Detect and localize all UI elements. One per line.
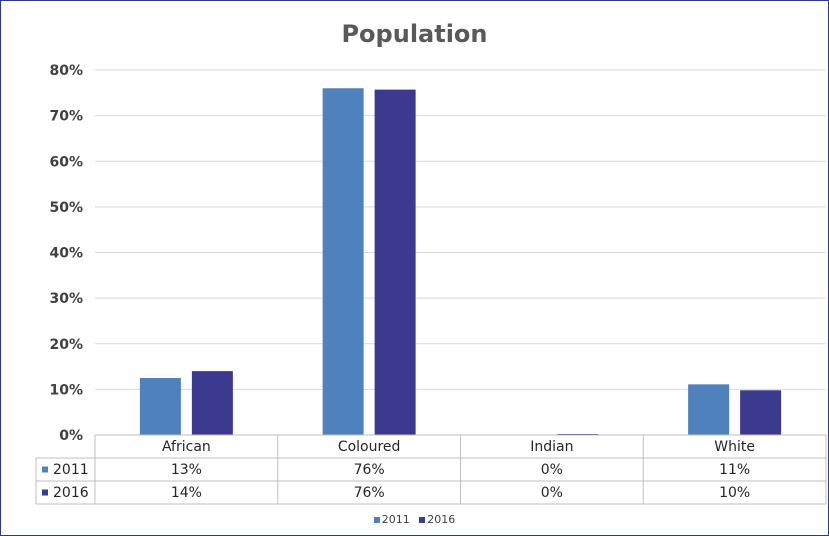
y-tick-label: 70%: [49, 109, 83, 125]
legend-label-2011: 2011: [381, 513, 410, 526]
y-tick-label: 0%: [59, 428, 83, 444]
bar-2016-african: [191, 371, 233, 435]
y-tick-label: 20%: [49, 337, 83, 353]
bar-2011-white: [688, 384, 730, 435]
table-legend-key-2011: [42, 466, 48, 473]
table-row-label-2016: 2016: [53, 485, 89, 501]
category-label-indian: Indian: [530, 439, 573, 455]
legend-swatch-2016: [419, 517, 426, 523]
legend-swatch-2011: [373, 517, 380, 523]
bar-2011-coloured: [322, 88, 364, 435]
y-tick-label: 50%: [49, 200, 83, 216]
table-cell-2011-african: 13%: [171, 462, 202, 478]
bar-2016-white: [740, 390, 782, 435]
bars: [139, 88, 782, 436]
table-legend-key-2016: [42, 489, 48, 496]
category-label-african: African: [162, 439, 211, 455]
table-row-label-2011: 2011: [53, 462, 89, 478]
legend-item-2016: 2016: [419, 513, 455, 526]
table-cell-2011-coloured: 76%: [354, 462, 385, 478]
table-cell-2016-coloured: 76%: [354, 485, 385, 501]
legend-item-2011: 2011: [373, 513, 410, 526]
bar-2016-coloured: [374, 89, 416, 436]
bar-2011-african: [139, 377, 181, 435]
table-cell-2016-white: 10%: [719, 485, 750, 501]
y-tick-label: 10%: [49, 382, 83, 398]
category-label-coloured: Coloured: [338, 439, 401, 455]
table-cell-2011-indian: 0%: [541, 462, 563, 478]
table-cell-2016-african: 14%: [171, 485, 202, 501]
table-cell-2011-white: 11%: [719, 462, 750, 478]
y-tick-label: 80%: [49, 63, 83, 79]
category-label-white: White: [714, 439, 755, 455]
data-table: African Coloured Indian White 2011 13% 76% 0% 11…: [35, 434, 827, 505]
y-tick-label: 30%: [49, 291, 83, 307]
y-tick-label: 40%: [49, 246, 83, 262]
y-tick-label: 60%: [49, 154, 83, 170]
y-axis-ticks: 0% 10% 20% 30% 40% 50% 60% 70% 80%: [49, 63, 83, 444]
chart-title: Population: [341, 20, 488, 48]
legend-label-2016: 2016: [427, 513, 456, 526]
table-cell-2016-indian: 0%: [541, 485, 563, 501]
legend: 2011 2016: [0, 513, 829, 526]
